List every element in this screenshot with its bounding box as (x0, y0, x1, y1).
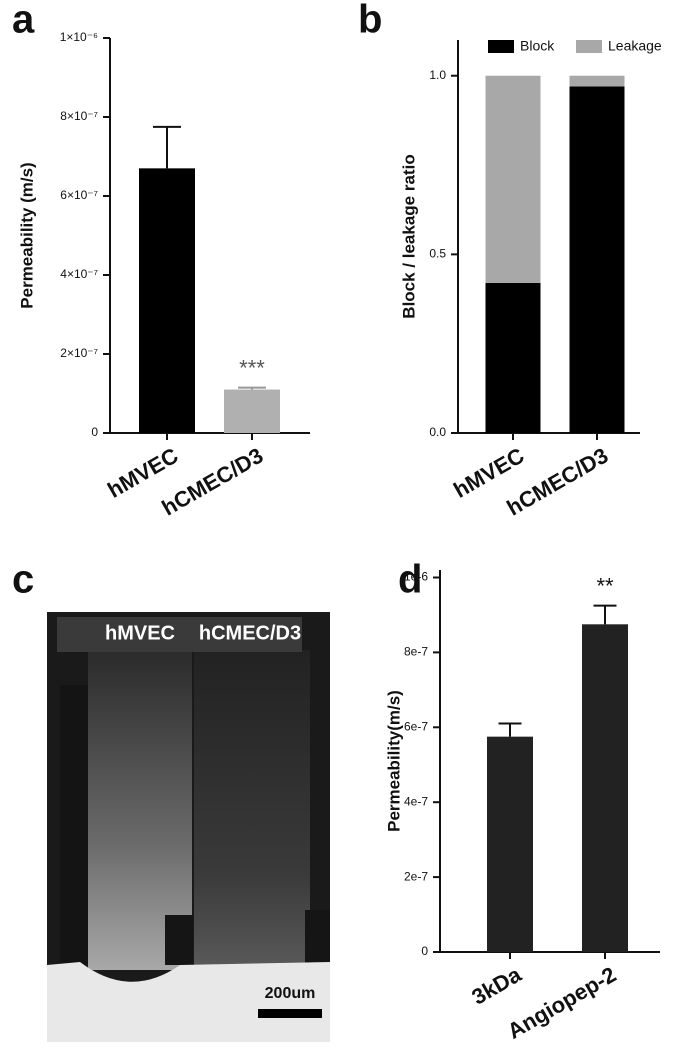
y-axis-label: Permeability (m/s) (17, 162, 36, 308)
micrograph (47, 612, 330, 1042)
panel-label: d (398, 558, 422, 602)
image-label: hMVEC (105, 622, 175, 644)
bar (224, 389, 280, 433)
y-tick-label: 4e-7 (404, 794, 428, 808)
y-tick-label: 0.0 (429, 425, 446, 439)
y-tick-label: 8e-7 (404, 645, 428, 659)
y-tick-label: 1.0 (429, 68, 446, 82)
y-tick-label: 6e-7 (404, 719, 428, 733)
y-tick-label: 2×10⁻⁷ (60, 346, 98, 360)
bar-segment (485, 75, 541, 283)
scale-bar-label: 200um (265, 985, 316, 1002)
legend-label: Leakage (608, 38, 662, 54)
image-label: hCMEC/D3 (199, 622, 301, 644)
bar (582, 624, 628, 952)
legend-label: Block (520, 38, 555, 54)
y-axis-label: Permeability(m/s) (384, 690, 403, 832)
bar (139, 168, 195, 433)
y-tick-label: 8×10⁻⁷ (60, 109, 98, 123)
x-tick-label: 3kDa (467, 961, 526, 1009)
significance-label: *** (239, 355, 265, 380)
y-tick-label: 1×10⁻⁶ (60, 30, 98, 44)
y-tick-label: 0.5 (429, 247, 446, 261)
legend-swatch (576, 40, 602, 53)
bar (487, 736, 533, 952)
y-tick-label: 0 (421, 944, 428, 958)
y-tick-label: 1e-6 (404, 570, 428, 584)
bar-segment (569, 75, 625, 87)
panel-label: b (358, 0, 382, 42)
bar-segment (485, 282, 541, 433)
y-tick-label: 4×10⁻⁷ (60, 267, 98, 281)
bar-segment (569, 86, 625, 433)
y-axis-label: Block / leakage ratio (399, 154, 418, 318)
y-tick-label: 6×10⁻⁷ (60, 188, 98, 202)
y-tick-label: 0 (91, 425, 98, 439)
panel-label: a (12, 0, 35, 42)
y-tick-label: 2e-7 (404, 869, 428, 883)
significance-label: ** (596, 573, 614, 598)
legend-swatch (488, 40, 514, 53)
panel-label: c (12, 558, 34, 602)
x-tick-label: Angiopep-2 (503, 962, 620, 1044)
